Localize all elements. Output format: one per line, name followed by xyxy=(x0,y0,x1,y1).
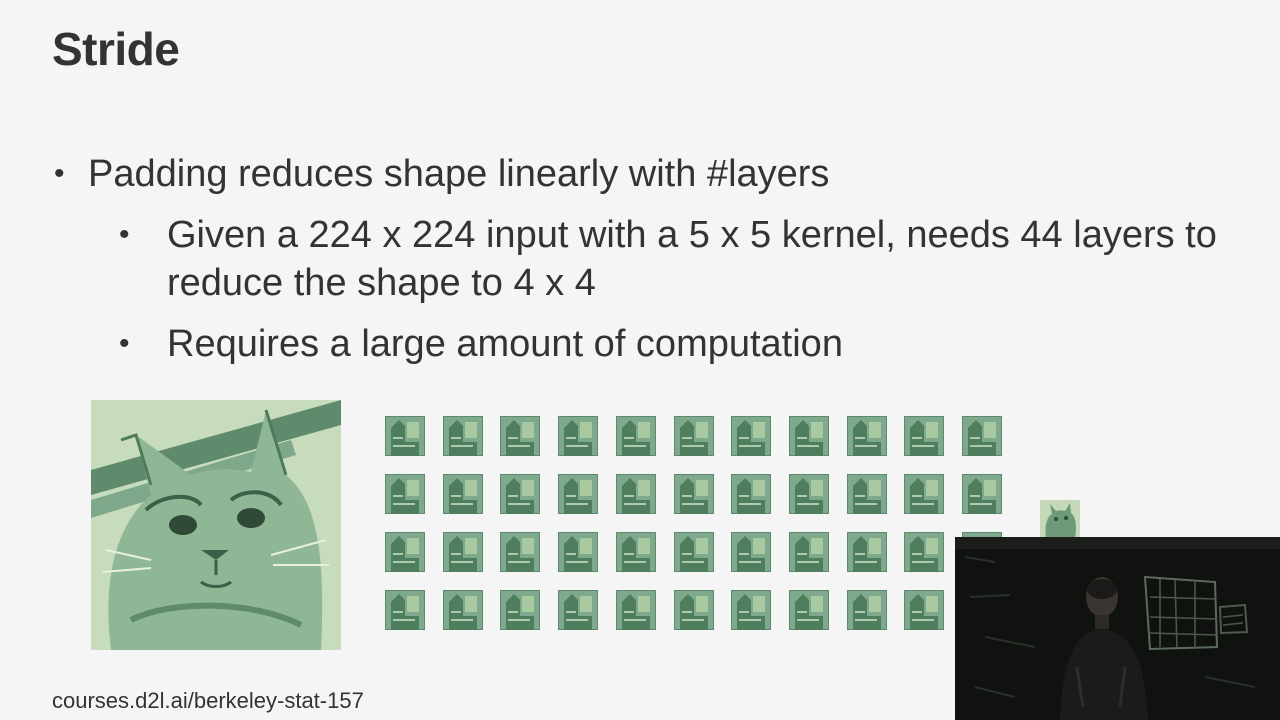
layer-tile xyxy=(847,416,887,456)
layer-tile xyxy=(674,474,714,514)
sub-bullet-1-text: Given a 224 x 224 input with a 5 x 5 ker… xyxy=(167,214,1217,304)
layer-tile xyxy=(847,590,887,630)
cat-image xyxy=(91,400,341,650)
bullet-1-text: Padding reduces shape linearly with #lay… xyxy=(88,153,830,195)
layer-tile xyxy=(674,590,714,630)
layer-tile xyxy=(558,590,598,630)
layer-tile xyxy=(616,416,656,456)
layer-tile xyxy=(443,532,483,572)
sub-bullet-2: • Requires a large amount of computation xyxy=(119,320,843,368)
layer-tile xyxy=(847,474,887,514)
slide-title: Stride xyxy=(52,23,180,75)
layer-tile xyxy=(731,590,771,630)
layer-tile xyxy=(558,416,598,456)
layer-tile xyxy=(904,532,944,572)
layer-tile xyxy=(847,532,887,572)
footer-url: courses.d2l.ai/berkeley-stat-157 xyxy=(52,688,364,713)
layer-tile xyxy=(731,416,771,456)
layer-tile xyxy=(904,416,944,456)
layer-tile xyxy=(500,416,540,456)
sub-bullet-1: • Given a 224 x 224 input with a 5 x 5 k… xyxy=(119,211,1227,307)
layer-tile xyxy=(616,590,656,630)
webcam-overlay xyxy=(955,537,1280,720)
layer-tile xyxy=(385,590,425,630)
layer-tile xyxy=(385,474,425,514)
bullet-dot: • xyxy=(54,157,65,190)
layer-tile xyxy=(500,474,540,514)
layer-tile xyxy=(385,532,425,572)
layer-tile xyxy=(616,474,656,514)
layer-tile xyxy=(789,532,829,572)
layer-tile xyxy=(385,416,425,456)
layer-tile xyxy=(789,474,829,514)
layer-tile xyxy=(616,532,656,572)
layer-tile xyxy=(443,474,483,514)
bullet-1: • Padding reduces shape linearly with #l… xyxy=(54,150,830,198)
layer-tile xyxy=(789,590,829,630)
sub-bullet-2-text: Requires a large amount of computation xyxy=(167,323,843,365)
layer-tile xyxy=(443,416,483,456)
bullet-dot: • xyxy=(119,327,130,360)
layer-tile xyxy=(674,416,714,456)
layer-tile xyxy=(500,590,540,630)
layer-tile xyxy=(500,532,540,572)
layer-tile xyxy=(962,474,1002,514)
layer-tile xyxy=(443,590,483,630)
layer-tile xyxy=(962,416,1002,456)
layer-tile xyxy=(558,474,598,514)
layer-tile xyxy=(904,590,944,630)
layer-tile xyxy=(731,474,771,514)
layer-tile xyxy=(789,416,829,456)
layer-tile xyxy=(904,474,944,514)
layer-tile xyxy=(731,532,771,572)
small-output-image xyxy=(1040,500,1080,538)
layer-tile xyxy=(558,532,598,572)
layer-tile xyxy=(674,532,714,572)
bullet-dot: • xyxy=(119,218,130,251)
